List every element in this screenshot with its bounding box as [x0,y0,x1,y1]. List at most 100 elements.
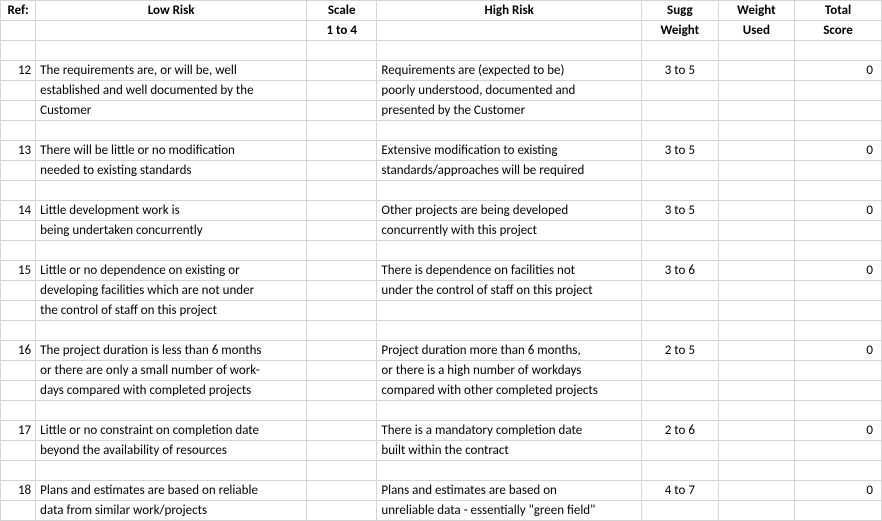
scale-cell [307,441,377,461]
lowrisk-cell: developing facilities which are not unde… [36,281,307,301]
lowrisk-cell: or there are only a small number of work… [36,361,307,381]
lowrisk-cell: Little or no constraint on completion da… [36,421,307,441]
ref-cell: 12 [1,61,36,81]
ref-cell: 15 [1,261,36,281]
lowrisk-cell: the control of staff on this project [36,301,307,321]
scale-cell [307,201,377,221]
sugg-cell [642,361,719,381]
total-cell [795,441,882,461]
empty-cell [642,41,719,61]
table-row: 16The project duration is less than 6 mo… [1,341,882,361]
lowrisk-cell: being undertaken concurrently [36,221,307,241]
empty-cell [307,181,377,201]
empty-cell [642,321,719,341]
empty-cell [642,401,719,421]
empty-cell [307,461,377,481]
spacer-row [1,321,882,341]
empty-cell [1,241,36,261]
empty-cell [718,121,795,141]
weight-cell [718,161,795,181]
sugg-cell [642,81,719,101]
subheader-sugg: Weight [642,21,719,41]
table-row: developing facilities which are not unde… [1,281,882,301]
highrisk-cell: compared with other completed projects [377,381,642,401]
empty-cell [642,461,719,481]
empty-cell [36,401,307,421]
lowrisk-cell: established and well documented by the [36,81,307,101]
ref-cell [1,501,36,521]
empty-cell [795,401,882,421]
lowrisk-cell: Little development work is [36,201,307,221]
sugg-cell: 2 to 5 [642,341,719,361]
lowrisk-cell: needed to existing standards [36,161,307,181]
lowrisk-cell: Little or no dependence on existing or [36,261,307,281]
highrisk-cell: standards/approaches will be required [377,161,642,181]
weight-cell [718,281,795,301]
scale-cell [307,81,377,101]
table-row: or there are only a small number of work… [1,361,882,381]
table-row: the control of staff on this project [1,301,882,321]
highrisk-cell [377,301,642,321]
lowrisk-cell: days compared with completed projects [36,381,307,401]
weight-cell [718,261,795,281]
ref-cell [1,301,36,321]
header-sugg: Sugg [642,1,719,21]
sugg-cell: 3 to 5 [642,61,719,81]
empty-cell [718,401,795,421]
sugg-cell [642,221,719,241]
empty-cell [377,121,642,141]
empty-cell [36,121,307,141]
empty-cell [1,121,36,141]
empty-cell [795,121,882,141]
table-row: being undertaken concurrently concurrent… [1,221,882,241]
lowrisk-cell: There will be little or no modification [36,141,307,161]
subheader-row: 1 to 4 Weight Used Score [1,21,882,41]
scale-cell [307,161,377,181]
subheader-weight: Used [718,21,795,41]
ref-cell: 13 [1,141,36,161]
risk-table: Ref: Low Risk Scale High Risk Sugg Weigh… [0,0,882,521]
weight-cell [718,501,795,521]
highrisk-cell: unreliable data - essentially "green fie… [377,501,642,521]
empty-cell [795,461,882,481]
sugg-cell [642,501,719,521]
highrisk-cell: presented by the Customer [377,101,642,121]
ref-cell: 16 [1,341,36,361]
table-row: established and well documented by the p… [1,81,882,101]
empty-cell [1,401,36,421]
weight-cell [718,481,795,501]
scale-cell [307,341,377,361]
empty-cell [36,41,307,61]
weight-cell [718,341,795,361]
empty-cell [36,321,307,341]
total-cell [795,161,882,181]
empty-cell [718,41,795,61]
header-lowrisk: Low Risk [36,1,307,21]
table-row: days compared with completed projects co… [1,381,882,401]
header-scale: Scale [307,1,377,21]
lowrisk-cell: The project duration is less than 6 mont… [36,341,307,361]
sugg-cell: 3 to 5 [642,201,719,221]
sugg-cell [642,161,719,181]
empty-cell [307,41,377,61]
sugg-cell: 4 to 7 [642,481,719,501]
table-row: beyond the availability of resources bui… [1,441,882,461]
total-cell: 0 [795,481,882,501]
highrisk-cell: There is dependence on facilities not [377,261,642,281]
header-row: Ref: Low Risk Scale High Risk Sugg Weigh… [1,1,882,21]
ref-cell [1,381,36,401]
header-highrisk: High Risk [377,1,642,21]
empty-cell [377,461,642,481]
highrisk-cell: built within the contract [377,441,642,461]
table-row: data from similar work/projects unreliab… [1,501,882,521]
sugg-cell: 3 to 6 [642,261,719,281]
empty-cell [795,241,882,261]
weight-cell [718,421,795,441]
weight-cell [718,101,795,121]
lowrisk-cell: Plans and estimates are based on reliabl… [36,481,307,501]
sugg-cell: 2 to 6 [642,421,719,441]
scale-cell [307,281,377,301]
total-cell [795,301,882,321]
total-cell: 0 [795,141,882,161]
empty-cell [377,181,642,201]
